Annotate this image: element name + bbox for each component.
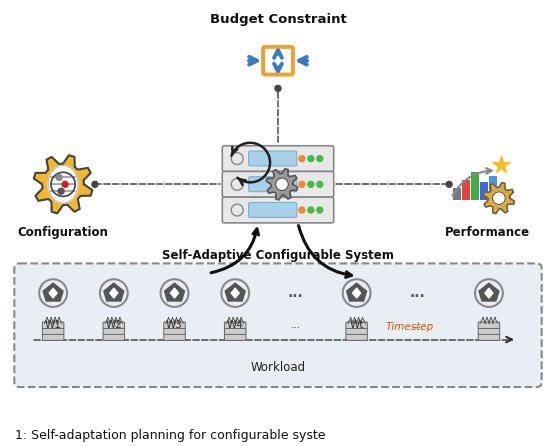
Circle shape	[58, 188, 64, 194]
Text: W4: W4	[227, 320, 244, 330]
FancyBboxPatch shape	[225, 334, 246, 340]
Circle shape	[299, 156, 305, 161]
Text: Workload: Workload	[250, 361, 306, 374]
FancyBboxPatch shape	[346, 328, 368, 334]
FancyBboxPatch shape	[164, 322, 185, 329]
Polygon shape	[49, 288, 57, 298]
Polygon shape	[165, 283, 185, 301]
Text: ...: ...	[412, 320, 423, 330]
Circle shape	[308, 182, 314, 187]
Text: W1: W1	[44, 320, 62, 330]
Polygon shape	[479, 283, 499, 301]
Text: Configuration: Configuration	[18, 226, 108, 239]
FancyBboxPatch shape	[346, 334, 368, 340]
Polygon shape	[34, 155, 92, 213]
FancyBboxPatch shape	[103, 328, 125, 334]
Bar	[489, 177, 497, 200]
Circle shape	[308, 156, 314, 161]
FancyBboxPatch shape	[42, 322, 64, 329]
Circle shape	[317, 156, 323, 161]
Polygon shape	[104, 283, 124, 301]
FancyBboxPatch shape	[103, 334, 125, 340]
Polygon shape	[353, 288, 361, 298]
FancyBboxPatch shape	[42, 328, 64, 334]
FancyBboxPatch shape	[103, 322, 125, 329]
Circle shape	[275, 86, 281, 91]
Polygon shape	[43, 283, 63, 301]
FancyBboxPatch shape	[346, 322, 368, 329]
FancyBboxPatch shape	[478, 328, 500, 334]
Polygon shape	[266, 169, 297, 200]
FancyBboxPatch shape	[42, 334, 64, 340]
Circle shape	[446, 182, 452, 187]
Bar	[480, 182, 488, 200]
Circle shape	[51, 172, 75, 196]
Text: Performance: Performance	[444, 226, 529, 239]
Polygon shape	[231, 288, 239, 298]
FancyBboxPatch shape	[225, 322, 246, 329]
Circle shape	[317, 182, 323, 187]
Polygon shape	[483, 183, 514, 214]
Circle shape	[317, 207, 323, 213]
FancyBboxPatch shape	[478, 322, 500, 329]
Circle shape	[299, 207, 305, 213]
FancyBboxPatch shape	[249, 151, 297, 166]
Polygon shape	[171, 288, 178, 298]
Bar	[462, 180, 470, 200]
Circle shape	[493, 192, 505, 204]
FancyBboxPatch shape	[222, 197, 334, 223]
FancyBboxPatch shape	[222, 171, 334, 197]
Circle shape	[299, 182, 305, 187]
Bar	[453, 188, 461, 200]
Polygon shape	[225, 283, 245, 301]
Text: ...: ...	[288, 286, 304, 300]
Text: Wt: Wt	[349, 320, 364, 330]
Text: Budget Constraint: Budget Constraint	[210, 13, 346, 26]
FancyBboxPatch shape	[249, 202, 297, 217]
Text: Self-Adaptive Configurable System: Self-Adaptive Configurable System	[162, 248, 394, 262]
Text: W2: W2	[106, 320, 122, 330]
Text: ...: ...	[409, 286, 425, 300]
Polygon shape	[346, 283, 366, 301]
Polygon shape	[485, 288, 493, 298]
Circle shape	[276, 178, 289, 190]
Text: ...: ...	[291, 320, 301, 330]
FancyBboxPatch shape	[164, 334, 185, 340]
Circle shape	[62, 182, 68, 187]
FancyBboxPatch shape	[478, 334, 500, 340]
Circle shape	[56, 174, 62, 180]
Text: 1: Self-adaptation planning for configurable syste: 1: Self-adaptation planning for configur…	[16, 429, 326, 442]
FancyBboxPatch shape	[225, 328, 246, 334]
FancyBboxPatch shape	[14, 264, 542, 387]
Text: W3: W3	[166, 320, 183, 330]
FancyBboxPatch shape	[222, 146, 334, 171]
FancyBboxPatch shape	[164, 328, 185, 334]
Bar	[471, 173, 479, 200]
Polygon shape	[110, 288, 118, 298]
Ellipse shape	[48, 165, 78, 203]
Text: Timestep: Timestep	[385, 322, 434, 332]
Circle shape	[308, 207, 314, 213]
FancyBboxPatch shape	[249, 177, 297, 192]
Circle shape	[92, 182, 98, 187]
